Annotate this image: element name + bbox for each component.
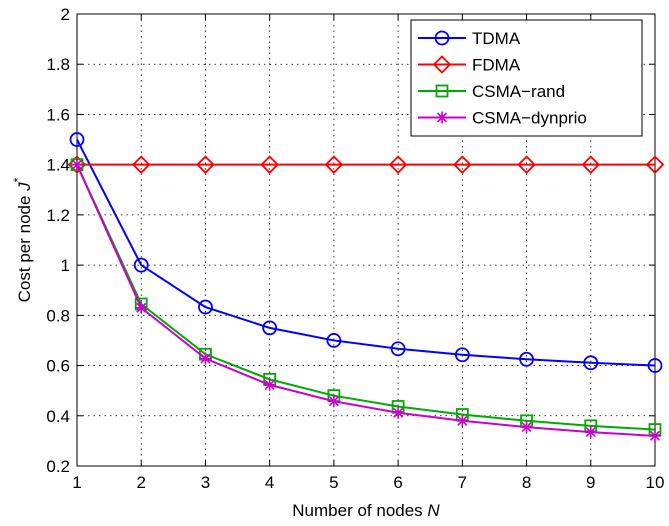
data-point xyxy=(326,333,342,348)
data-point xyxy=(584,426,597,439)
legend-entry: FDMA xyxy=(418,55,521,75)
y-axis-variable: J xyxy=(15,182,34,192)
data-point-stroke xyxy=(585,427,596,438)
series-line xyxy=(76,164,656,437)
data-point-stroke xyxy=(200,353,211,364)
data-point xyxy=(432,55,452,74)
legend-entry: CSMA−rand xyxy=(418,82,565,101)
data-point-stroke xyxy=(457,415,468,426)
data-point xyxy=(434,30,450,46)
y-tick-label: 1.4 xyxy=(46,156,70,175)
plot-area xyxy=(76,13,656,467)
data-point xyxy=(198,299,213,315)
data-point xyxy=(647,358,663,373)
y-tick-label: 2 xyxy=(61,5,70,24)
data-point xyxy=(324,155,344,174)
data-point xyxy=(456,414,469,427)
data-point-stroke xyxy=(436,112,448,123)
data-point-stroke xyxy=(328,396,339,407)
series-csma-dynprio xyxy=(71,158,661,442)
legend-label: CSMA−rand xyxy=(472,82,565,101)
series-fdma xyxy=(67,155,665,174)
data-point-stroke xyxy=(264,379,275,390)
data-point xyxy=(454,347,470,363)
y-tick-label: 1.8 xyxy=(46,55,70,74)
x-tick-label: 1 xyxy=(72,473,81,492)
legend: TDMA FDMA CSMA−rand CSMA−dynprio xyxy=(410,19,643,137)
data-point xyxy=(263,378,276,391)
data-point xyxy=(583,355,599,371)
legend-label: FDMA xyxy=(472,56,521,75)
data-point xyxy=(199,352,212,365)
x-tick-label: 6 xyxy=(393,473,402,492)
x-tick-label: 2 xyxy=(136,473,145,492)
y-tick-label: 0.6 xyxy=(46,357,70,376)
data-point xyxy=(131,155,151,174)
data-point xyxy=(260,155,279,174)
y-tick-label: 1.2 xyxy=(46,206,70,225)
data-point xyxy=(649,429,661,442)
y-tick-label: 1 xyxy=(61,256,70,275)
series-tdma xyxy=(69,132,663,373)
data-point-stroke xyxy=(136,302,147,313)
data-point-stroke xyxy=(393,407,404,418)
y-tick-label: 1.6 xyxy=(46,105,70,124)
series-line xyxy=(76,164,656,431)
y-tick-label: 0.8 xyxy=(46,306,70,325)
data-point xyxy=(645,155,665,174)
data-point xyxy=(388,155,408,174)
data-point xyxy=(69,132,85,147)
data-point xyxy=(517,155,536,174)
data-point xyxy=(392,406,405,419)
data-point xyxy=(133,257,149,273)
data-point-stroke xyxy=(71,159,83,170)
data-point xyxy=(520,421,533,434)
y-tick-label: 0.2 xyxy=(46,457,70,476)
y-axis-label-text: Cost per node xyxy=(15,196,34,303)
x-axis-label-text: Number of nodes xyxy=(292,501,422,520)
data-point xyxy=(135,301,148,314)
series-group xyxy=(67,132,665,442)
series-line xyxy=(76,139,656,367)
data-point xyxy=(262,320,278,336)
x-tick-label: 7 xyxy=(458,473,467,492)
x-tick-label: 4 xyxy=(265,473,274,492)
y-tick-label: 0.4 xyxy=(46,407,70,426)
legend-entry: CSMA−dynprio xyxy=(418,109,587,128)
grid-lines xyxy=(77,14,655,466)
data-point xyxy=(71,158,83,171)
legend-label: CSMA−dynprio xyxy=(472,109,587,128)
x-tick-label: 8 xyxy=(522,473,531,492)
data-point-stroke xyxy=(649,430,661,441)
y-axis-label: Cost per node J* xyxy=(11,177,34,302)
x-tick-label: 3 xyxy=(201,473,210,492)
legend-label: TDMA xyxy=(472,29,521,48)
data-point xyxy=(390,341,406,357)
data-point xyxy=(436,111,448,124)
data-point xyxy=(453,155,472,174)
y-axis-superscript: * xyxy=(11,177,25,182)
data-point xyxy=(327,395,340,408)
data-point xyxy=(196,155,215,174)
data-point xyxy=(435,84,449,98)
data-point xyxy=(581,155,601,174)
x-tick-label: 9 xyxy=(586,473,595,492)
x-axis-label: Number of nodes N xyxy=(292,501,440,520)
data-point-stroke xyxy=(521,422,532,433)
axis-ticks: 1 2 3 4 5 6 7 8 9 10 0.2 0.4 0.6 0.8 1 1.2 1.4 1.6 1.8 2 xyxy=(46,5,664,492)
legend-entry: TDMA xyxy=(418,29,521,48)
x-axis-variable: N xyxy=(427,501,440,520)
data-point xyxy=(519,351,534,367)
x-tick-label: 5 xyxy=(329,473,338,492)
x-tick-label: 10 xyxy=(646,473,665,492)
